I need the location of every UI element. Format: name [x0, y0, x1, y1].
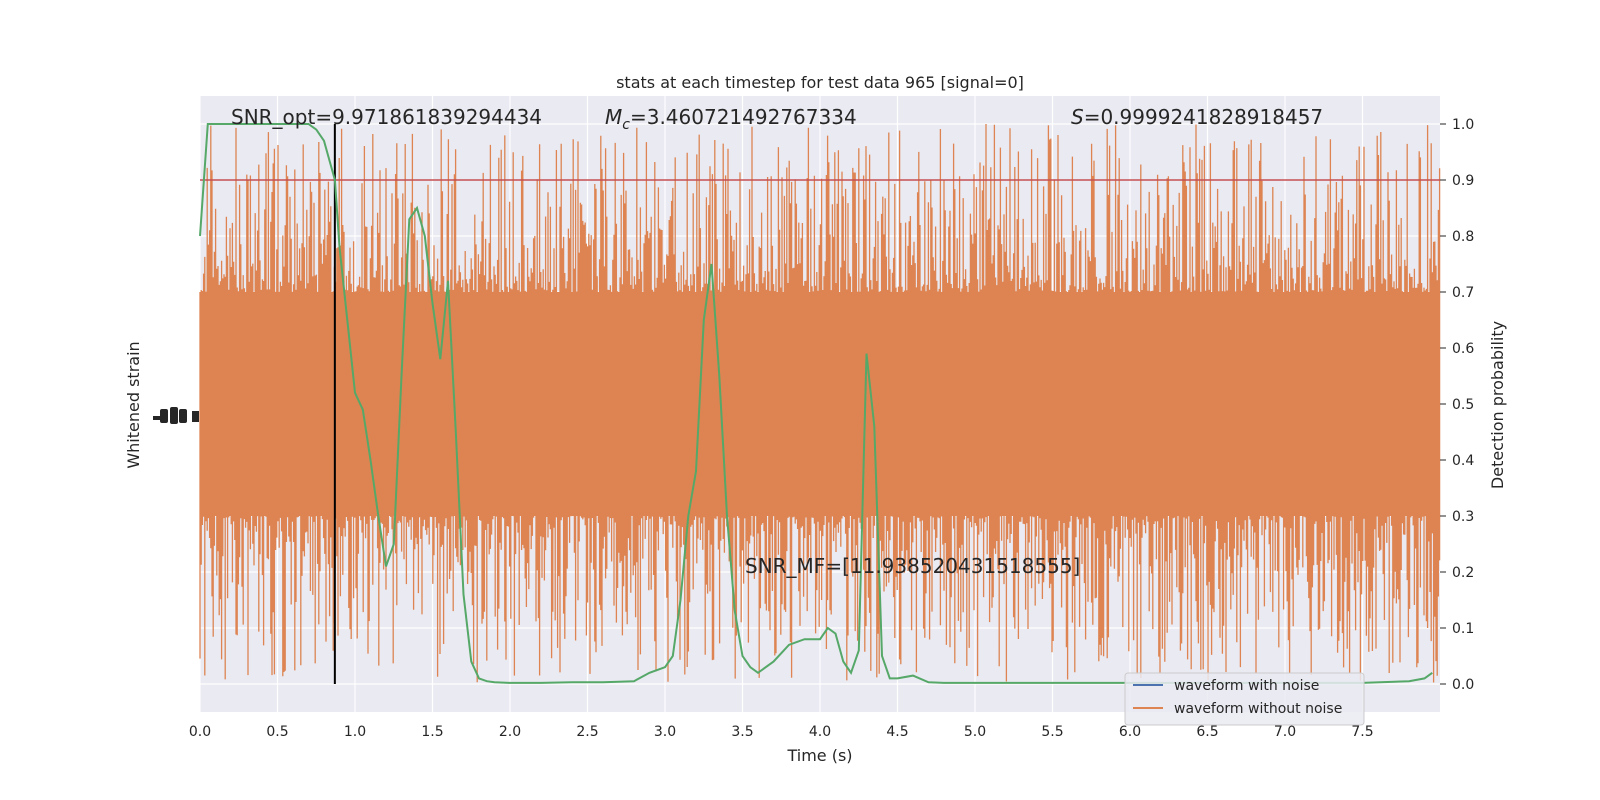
x-tick-label: 3.0 [654, 724, 676, 740]
y-right-tick-label: 0.7 [1452, 285, 1474, 301]
x-axis-ticks: 0.0 0.5 1.0 1.5 2.0 2.5 3.0 3.5 4.0 4.5 5.0 5.5 6.0 6… [189, 724, 1374, 740]
s-score-symbol: S [1071, 105, 1084, 129]
x-tick-label: 7.0 [1274, 724, 1296, 740]
x-tick-label: 0.0 [189, 724, 211, 740]
left-axis-stacked-ticks [153, 407, 199, 424]
chart-title: stats at each timestep for test data 965… [616, 73, 1024, 92]
y-axis-right-ticks: 0.0 0.1 0.2 0.3 0.4 0.5 0.6 0.7 0.8 0.9 1.0 [1440, 117, 1474, 693]
x-tick-label: 0.5 [266, 724, 288, 740]
legend-entry-clean: waveform without noise [1174, 701, 1342, 717]
chirp-mass-symbol: M [605, 105, 622, 129]
legend-entry-noise: waveform with noise [1174, 678, 1319, 694]
y-right-tick-label: 1.0 [1452, 117, 1474, 133]
y-right-tick-label: 0.9 [1452, 173, 1474, 189]
chirp-mass-subscript: c [622, 117, 630, 133]
y-right-tick-label: 0.1 [1452, 621, 1474, 637]
waveform-spikes [199, 124, 1441, 683]
x-tick-label: 3.5 [731, 724, 753, 740]
s-score-annotation: S=0.9999241828918457 [1071, 105, 1323, 129]
y-right-tick-label: 0.4 [1452, 453, 1474, 469]
x-tick-label: 7.5 [1351, 724, 1373, 740]
x-tick-label: 4.5 [886, 724, 908, 740]
x-tick-label: 5.0 [964, 724, 986, 740]
y-axis-right-label: Detection probability [1488, 321, 1507, 489]
waveform-without-noise-series [199, 124, 1441, 683]
x-tick-label: 5.5 [1041, 724, 1063, 740]
y-right-tick-label: 0.0 [1452, 677, 1474, 693]
x-tick-label: 1.5 [421, 724, 443, 740]
legend: waveform with noise waveform without noi… [1124, 672, 1365, 726]
chirp-mass-annotation: Mc=3.460721492767334 [605, 105, 857, 133]
x-tick-label: 6.5 [1196, 724, 1218, 740]
x-tick-label: 6.0 [1119, 724, 1141, 740]
y-right-tick-label: 0.3 [1452, 509, 1474, 525]
chirp-mass-value: =3.460721492767334 [630, 105, 857, 129]
x-tick-label: 1.0 [344, 724, 366, 740]
y-axis-left-label: Whitened strain [124, 341, 143, 468]
y-right-tick-label: 0.6 [1452, 341, 1474, 357]
y-right-tick-label: 0.8 [1452, 229, 1474, 245]
y-right-tick-label: 0.5 [1452, 397, 1474, 413]
snr-opt-annotation: SNR_opt=9.971861839294434 [231, 105, 542, 129]
s-score-value: =0.9999241828918457 [1084, 105, 1323, 129]
y-right-tick-label: 0.2 [1452, 565, 1474, 581]
x-tick-label: 4.0 [809, 724, 831, 740]
detection-probability-line [199, 123, 1433, 684]
x-tick-label: 2.0 [499, 724, 521, 740]
x-tick-label: 2.5 [576, 724, 598, 740]
snr-mf-annotation: SNR_MF=[11.938520431518555] [745, 554, 1080, 578]
x-axis-label: Time (s) [786, 746, 852, 765]
legend-box [1124, 672, 1365, 726]
